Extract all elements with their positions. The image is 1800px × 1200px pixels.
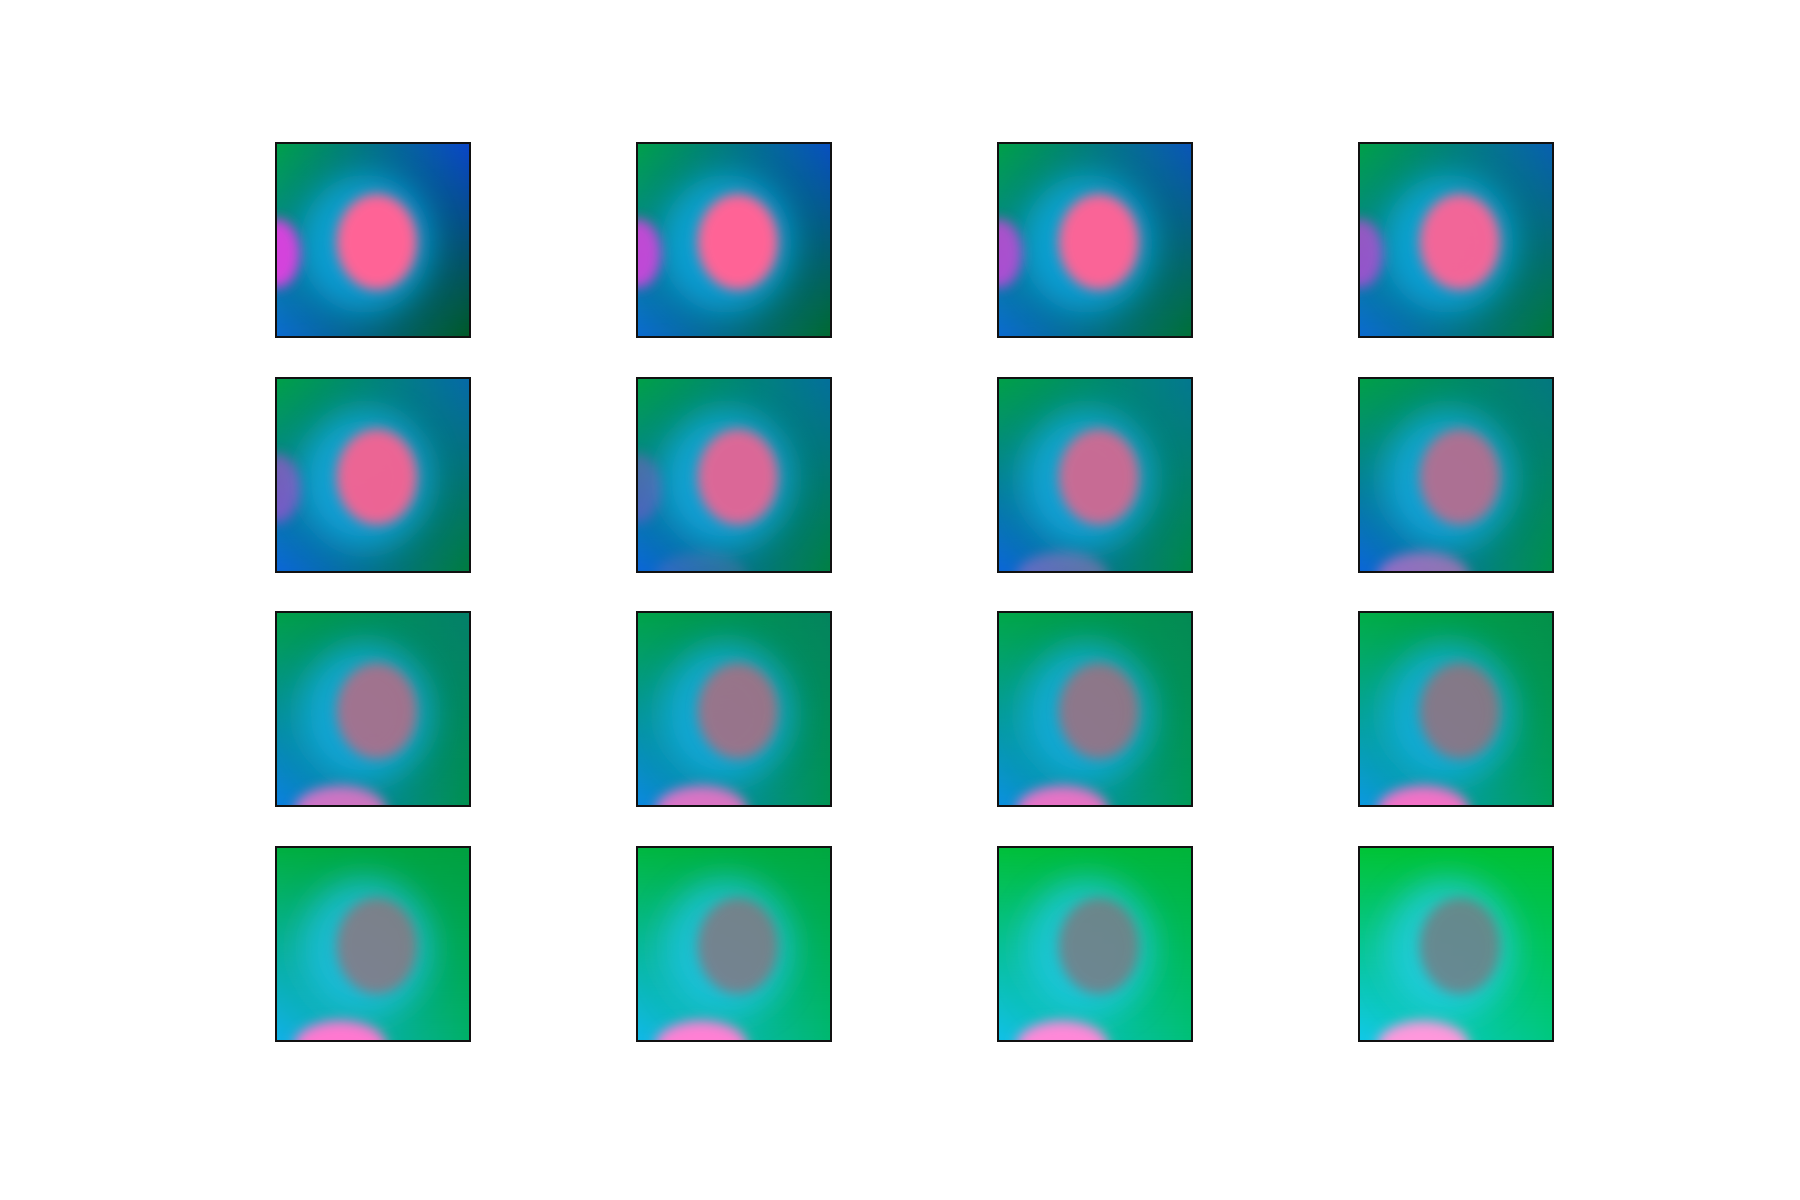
- grid-image-render: [999, 848, 1191, 1040]
- grid-image-render: [638, 613, 830, 805]
- grid-image-r1-c4: [1358, 142, 1554, 338]
- center-blob: [1058, 193, 1140, 290]
- grid-image-r2-c2: [636, 377, 832, 573]
- side-blob: [277, 453, 301, 523]
- center-blob: [1058, 428, 1140, 525]
- bottom-blob: [1378, 1020, 1469, 1040]
- grid-image-render: [999, 613, 1191, 805]
- grid-image-render: [999, 144, 1191, 336]
- grid-image-render: [1360, 848, 1552, 1040]
- grid-image-render: [277, 613, 469, 805]
- grid-image-render: [1360, 379, 1552, 571]
- grid-image-render: [277, 144, 469, 336]
- grid-image-r3-c2: [636, 611, 832, 807]
- bottom-blob: [656, 551, 747, 571]
- center-blob: [336, 662, 418, 759]
- grid-image-render: [277, 379, 469, 571]
- bottom-blob: [1017, 1020, 1108, 1040]
- center-blob: [697, 193, 779, 290]
- bottom-blob: [1017, 785, 1108, 805]
- grid-image-r4-c4: [1358, 846, 1554, 1042]
- grid-image-r3-c1: [275, 611, 471, 807]
- grid-image-r1-c3: [997, 142, 1193, 338]
- bottom-blob: [1378, 551, 1469, 571]
- bottom-blob: [295, 785, 386, 805]
- side-blob: [999, 218, 1023, 288]
- bottom-blob: [1017, 551, 1108, 571]
- bottom-blob: [656, 785, 747, 805]
- center-blob: [336, 193, 418, 290]
- bottom-blob: [295, 1020, 386, 1040]
- grid-image-render: [1360, 144, 1552, 336]
- grid-image-r1-c2: [636, 142, 832, 338]
- center-blob: [1419, 897, 1501, 994]
- grid-image-render: [638, 144, 830, 336]
- grid-image-render: [638, 848, 830, 1040]
- grid-image-r3-c4: [1358, 611, 1554, 807]
- grid-image-r2-c1: [275, 377, 471, 573]
- center-blob: [697, 662, 779, 759]
- grid-image-render: [277, 848, 469, 1040]
- grid-image-render: [638, 379, 830, 571]
- grid-image-render: [1360, 613, 1552, 805]
- grid-image-r4-c1: [275, 846, 471, 1042]
- center-blob: [1419, 662, 1501, 759]
- center-blob: [1058, 662, 1140, 759]
- side-blob: [638, 453, 662, 523]
- bottom-blob: [656, 1020, 747, 1040]
- center-blob: [336, 897, 418, 994]
- grid-image-r4-c2: [636, 846, 832, 1042]
- grid-image-r3-c3: [997, 611, 1193, 807]
- grid-image-r1-c1: [275, 142, 471, 338]
- grid-image-render: [999, 379, 1191, 571]
- grid-image-r2-c3: [997, 377, 1193, 573]
- center-blob: [697, 428, 779, 525]
- side-blob: [1360, 218, 1384, 288]
- center-blob: [1419, 428, 1501, 525]
- side-blob: [638, 218, 662, 288]
- center-blob: [336, 428, 418, 525]
- grid-image-r4-c3: [997, 846, 1193, 1042]
- grid-image-r2-c4: [1358, 377, 1554, 573]
- center-blob: [1419, 193, 1501, 290]
- bottom-blob: [1378, 785, 1469, 805]
- center-blob: [1058, 897, 1140, 994]
- center-blob: [697, 897, 779, 994]
- side-blob: [277, 218, 301, 288]
